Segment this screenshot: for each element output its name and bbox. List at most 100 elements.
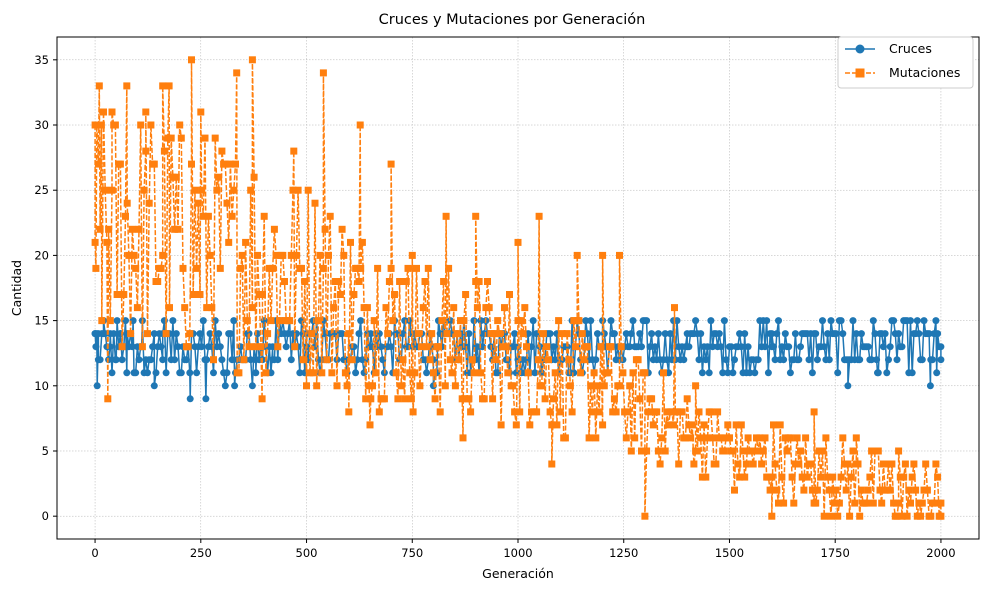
mutaciones-point <box>142 108 150 116</box>
mutaciones-point <box>709 434 717 442</box>
mutaciones-point <box>206 251 214 259</box>
mutaciones-point <box>429 369 437 377</box>
mutaciones-point <box>592 434 600 442</box>
cruces-point <box>150 382 158 390</box>
mutaciones-point <box>391 291 398 298</box>
cruces-point <box>786 369 794 377</box>
mutaciones-point <box>338 225 346 233</box>
mutaciones-point <box>159 82 167 90</box>
cruces-point <box>805 356 813 364</box>
mutaciones-point <box>210 356 217 364</box>
cruces-point <box>93 382 101 390</box>
cruces-point <box>885 356 892 364</box>
mutaciones-point <box>927 512 935 520</box>
mutaciones-point <box>472 212 480 220</box>
cruces-point <box>610 330 618 338</box>
cruces-point <box>915 330 923 338</box>
mutaciones-point <box>319 69 327 77</box>
mutaciones-point <box>575 317 583 325</box>
y-tick-label: 0 <box>42 509 49 523</box>
x-tick-label: 750 <box>401 546 423 560</box>
cruces-point <box>627 330 635 338</box>
cruces-point <box>470 317 478 325</box>
cruces-point <box>144 369 151 377</box>
cruces-point <box>707 317 715 325</box>
cruces-point <box>761 343 769 351</box>
mutaciones-point <box>311 199 319 207</box>
cruces-point <box>751 369 759 377</box>
mutaciones-point <box>484 278 491 285</box>
mutaciones-point <box>267 317 275 325</box>
cruces-point <box>781 330 789 338</box>
mutaciones-point <box>340 251 348 259</box>
mutaciones-point <box>675 460 683 468</box>
cruces-point <box>729 369 737 377</box>
mutaciones-point <box>736 473 744 481</box>
cruces-point <box>215 330 223 338</box>
mutaciones-point <box>501 304 508 312</box>
mutaciones-point <box>793 434 801 442</box>
mutaciones-point <box>739 447 747 455</box>
cruces-point <box>587 317 595 325</box>
mutaciones-point <box>641 369 649 377</box>
mutaciones-point <box>316 251 324 259</box>
cruces-point <box>638 343 645 351</box>
mutaciones-point <box>125 251 133 259</box>
mutaciones-point <box>842 486 850 494</box>
mutaciones-point <box>120 291 128 298</box>
mutaciones-point <box>100 108 107 116</box>
mutaciones-point <box>299 356 307 364</box>
mutaciones-point <box>230 186 238 194</box>
legend-cruces-marker <box>855 44 865 54</box>
mutaciones-point <box>619 369 627 377</box>
mutaciones-point <box>489 395 497 403</box>
mutaciones-point <box>578 330 586 338</box>
cruces-point <box>763 317 771 325</box>
cruces-point <box>827 317 835 325</box>
mutaciones-point <box>350 291 358 298</box>
mutaciones-point <box>165 82 173 90</box>
mutaciones-point <box>347 238 354 246</box>
mutaciones-point <box>846 512 854 520</box>
cruces-point <box>926 382 934 390</box>
mutaciones-point <box>830 499 838 507</box>
cruces-point <box>920 317 928 325</box>
mutaciones-point <box>638 447 645 455</box>
mutaciones-point <box>341 369 349 377</box>
series-layer <box>91 56 945 520</box>
mutaciones-point <box>475 278 483 285</box>
mutaciones-point <box>504 369 512 377</box>
mutaciones-point <box>138 343 146 351</box>
cruces-point <box>387 343 395 351</box>
mutaciones-point <box>181 304 189 312</box>
mutaciones-point <box>688 421 696 429</box>
mutaciones-point <box>744 434 752 442</box>
mutaciones-point <box>333 382 341 390</box>
mutaciones-point <box>852 434 860 442</box>
mutaciones-point <box>731 486 738 494</box>
mutaciones-point <box>783 447 791 455</box>
mutaciones-point <box>660 369 667 377</box>
cruces-point <box>223 369 231 377</box>
mutaciones-point <box>290 147 298 155</box>
x-tick-label: 500 <box>296 546 318 560</box>
mutaciones-point <box>95 82 103 90</box>
mutaciones-point <box>92 264 100 272</box>
mutaciones-point <box>254 251 261 259</box>
mutaciones-point <box>566 382 574 390</box>
mutaciones-point <box>199 212 207 220</box>
cruces-point <box>895 330 903 338</box>
mutaciones-point <box>326 212 334 220</box>
cruces-point <box>159 356 167 364</box>
mutaciones-point <box>419 304 427 312</box>
mutaciones-point <box>343 382 351 390</box>
mutaciones-point <box>468 356 476 364</box>
cruces-point <box>622 330 630 338</box>
cruces-point <box>663 356 671 364</box>
mutaciones-point <box>778 473 786 481</box>
cruces-point <box>274 356 282 364</box>
mutaciones-point <box>289 186 297 194</box>
mutaciones-point <box>516 408 524 416</box>
mutaciones-point <box>97 121 105 129</box>
